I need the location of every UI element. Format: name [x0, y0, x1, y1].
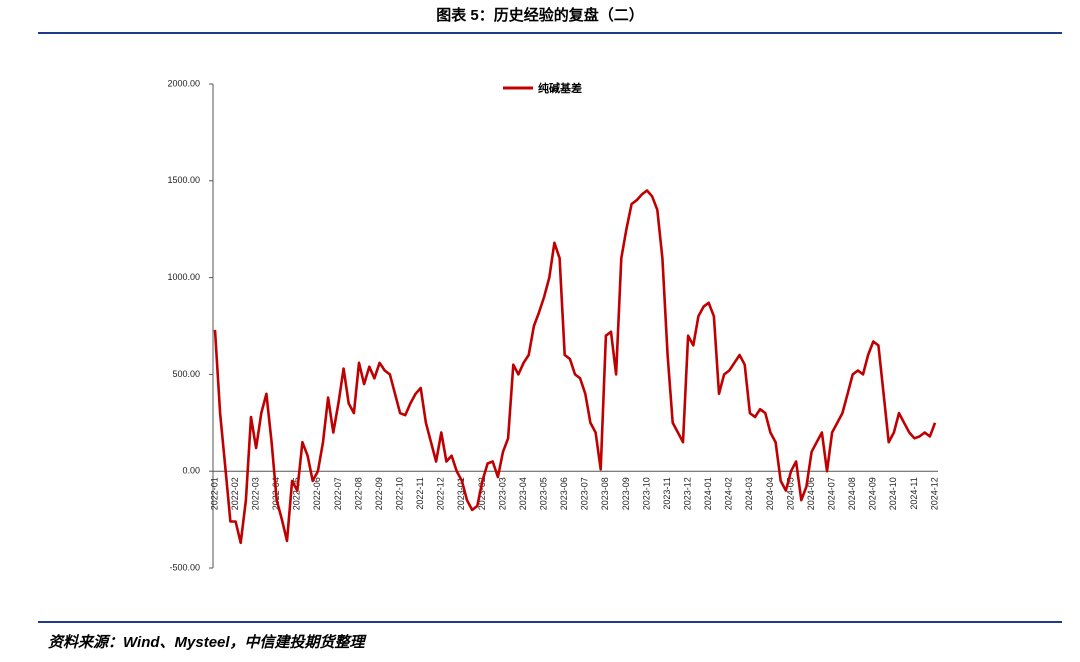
- x-tick-label: 2024-07: [827, 477, 837, 510]
- x-tick-label: 2023-02: [477, 477, 487, 510]
- x-tick-label: 2023-08: [600, 477, 610, 510]
- x-tick-label: 2024-06: [806, 477, 816, 510]
- y-tick-label: 0.00: [182, 466, 200, 476]
- chart-title: 图表 5：历史经验的复盘（二）: [436, 6, 644, 24]
- y-tick-label: 1000.00: [167, 272, 200, 282]
- x-tick-label: 2022-03: [251, 477, 261, 510]
- x-tick-label: 2024-08: [847, 477, 857, 510]
- x-tick-label: 2024-12: [929, 477, 939, 510]
- x-tick-label: 2022-09: [374, 477, 384, 510]
- x-tick-label: 2024-02: [724, 477, 734, 510]
- x-tick-label: 2022-05: [292, 477, 302, 510]
- x-tick-label: 2022-11: [415, 477, 425, 509]
- x-tick-label: 2023-06: [559, 477, 569, 510]
- x-tick-label: 2024-03: [744, 477, 754, 510]
- x-tick-label: 2023-11: [662, 477, 672, 509]
- x-tick-label: 2022-06: [312, 477, 322, 510]
- x-tick-label: 2023-09: [621, 477, 631, 510]
- y-tick-label: 1500.00: [167, 175, 200, 185]
- x-tick-label: 2024-11: [909, 477, 919, 509]
- y-tick-label: 2000.00: [167, 78, 200, 88]
- x-tick-label: 2023-01: [456, 477, 466, 510]
- x-tick-label: 2023-05: [539, 477, 549, 510]
- y-tick-label: 500.00: [172, 369, 200, 379]
- x-tick-label: 2023-07: [580, 477, 590, 510]
- x-tick-label: 2024-04: [765, 477, 775, 510]
- x-tick-label: 2023-04: [518, 477, 528, 510]
- x-tick-label: 2022-12: [436, 477, 446, 510]
- x-tick-label: 2022-02: [230, 477, 240, 510]
- x-tick-label: 2022-07: [333, 477, 343, 510]
- source: 资料来源：Wind、Mysteel，中信建投期货整理: [48, 633, 368, 651]
- y-tick-label: -500.00: [169, 562, 200, 572]
- x-tick-label: 2022-01: [209, 477, 219, 510]
- x-tick-label: 2024-01: [703, 477, 713, 510]
- x-tick-label: 2023-12: [683, 477, 693, 510]
- x-tick-label: 2024-09: [868, 477, 878, 510]
- x-tick-label: 2022-10: [395, 477, 405, 510]
- x-tick-label: 2023-10: [641, 477, 651, 510]
- x-tick-label: 2023-03: [497, 477, 507, 510]
- legend-label: 纯碱基差: [538, 81, 582, 95]
- x-tick-label: 2024-05: [785, 477, 795, 510]
- series-line: [213, 189, 937, 545]
- x-tick-label: 2022-08: [353, 477, 363, 510]
- x-tick-label: 2024-10: [888, 477, 898, 510]
